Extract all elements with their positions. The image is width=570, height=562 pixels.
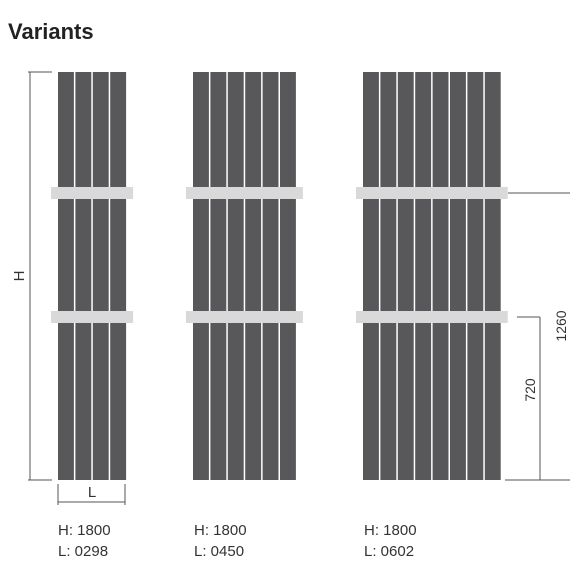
variant-length-text: L: 0298 bbox=[58, 543, 109, 560]
radiator-tube bbox=[363, 72, 379, 480]
radiator-tube bbox=[193, 72, 209, 480]
radiator-tube bbox=[397, 72, 414, 480]
length-dimension: L bbox=[57, 484, 126, 505]
variant-length-text: L: 0602 bbox=[364, 543, 415, 560]
bar-position-dimensions: 1260 720 bbox=[505, 192, 570, 481]
radiator-variant-2 bbox=[186, 72, 303, 480]
radiator-tube bbox=[467, 72, 484, 480]
radiator-tube bbox=[262, 72, 279, 480]
radiator-tube bbox=[484, 72, 501, 480]
upper-cross-bar bbox=[51, 187, 134, 199]
radiator-tube bbox=[58, 72, 74, 480]
lower-cross-bar bbox=[51, 311, 134, 323]
radiator-tube bbox=[75, 72, 92, 480]
upper-cross-bar bbox=[186, 187, 303, 199]
length-symbol: L bbox=[88, 484, 96, 501]
radiator-variant-3 bbox=[356, 72, 508, 480]
radiator-tube bbox=[245, 72, 262, 480]
radiator-tube bbox=[110, 72, 127, 480]
radiator-tube bbox=[280, 72, 296, 480]
radiator-tube bbox=[380, 72, 397, 480]
page-title: Variants bbox=[8, 19, 94, 44]
radiator-tube bbox=[415, 72, 432, 480]
height-dimension: H bbox=[11, 71, 52, 481]
lower-bar-dimension-label: 720 bbox=[522, 378, 538, 402]
variant-caption-1: H: 1800 L: 0298 bbox=[58, 520, 111, 562]
lower-cross-bar bbox=[186, 311, 303, 323]
variant-height-text: H: 1800 bbox=[194, 522, 247, 539]
variant-caption-3: H: 1800 L: 0602 bbox=[364, 520, 417, 562]
radiator-tube bbox=[92, 72, 109, 480]
lower-cross-bar bbox=[356, 311, 508, 323]
radiator-group bbox=[51, 72, 508, 480]
variant-height-text: H: 1800 bbox=[58, 522, 111, 539]
radiator-tube bbox=[432, 72, 449, 480]
radiator-tube bbox=[450, 72, 466, 480]
variant-length-text: L: 0450 bbox=[194, 543, 245, 560]
upper-bar-dimension-label: 1260 bbox=[553, 310, 569, 341]
radiator-variant-1 bbox=[51, 72, 134, 480]
variant-height-text: H: 1800 bbox=[364, 522, 417, 539]
variant-caption-2: H: 1800 L: 0450 bbox=[194, 520, 247, 562]
height-symbol: H bbox=[11, 271, 28, 282]
radiator-tube bbox=[210, 72, 227, 480]
radiator-tube bbox=[227, 72, 244, 480]
upper-cross-bar bbox=[356, 187, 508, 199]
